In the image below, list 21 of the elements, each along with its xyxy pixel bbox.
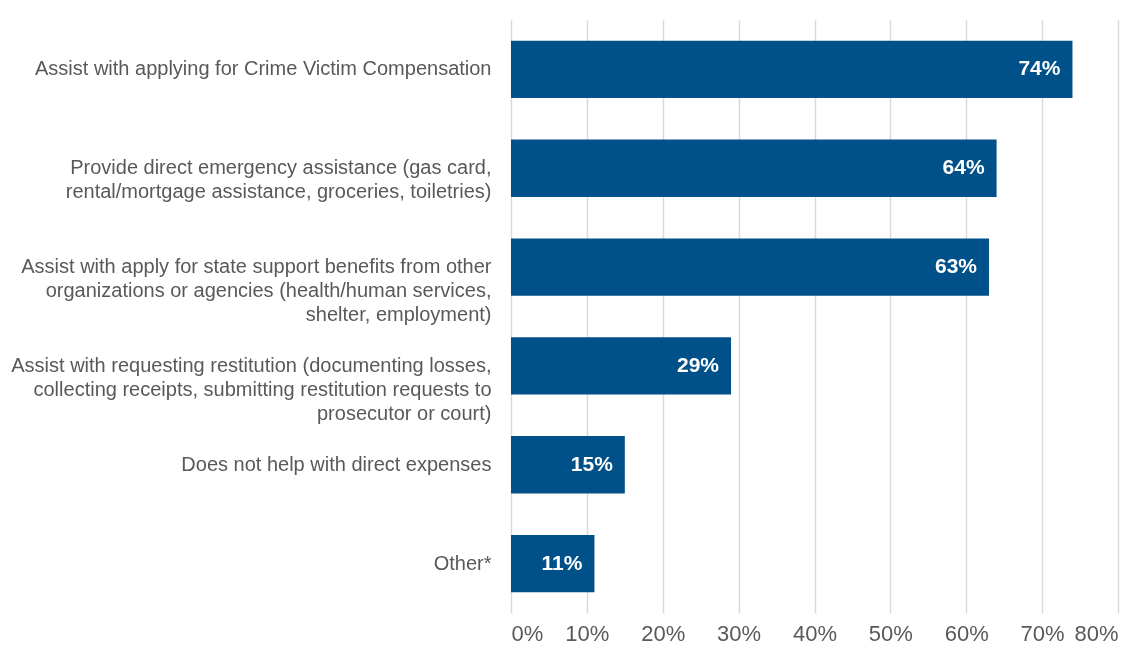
data-label: 74% — [1018, 56, 1061, 80]
data-label: 63% — [934, 254, 978, 278]
y-tick-label: Assist with apply for state support benefits from other organizations or agencies (health/human services, shelter, employment) — [21, 255, 492, 326]
x-tick-label: 0% — [511, 620, 544, 646]
x-tick-label: 60% — [944, 620, 989, 646]
x-tick-label: 10% — [565, 620, 610, 646]
y-tick-label: Assist with requesting restitution (documenting losses, collecting receipts, submitting restitution requests to prosecutor or court) — [11, 353, 492, 424]
data-label: 64% — [942, 155, 985, 179]
x-tick-label: 20% — [641, 620, 686, 646]
y-tick-label: Other* — [433, 551, 492, 574]
y-tick-label: Provide direct emergency assistance (gas card, rental/mortgage assistance, groceries, toiletries) — [65, 156, 492, 203]
y-tick-label: Does not help with direct expenses — [181, 452, 492, 475]
data-label: 15% — [570, 451, 614, 475]
x-tick-label: 50% — [868, 620, 913, 646]
x-tick-label: 40% — [792, 620, 838, 646]
x-tick-label: 80% — [1074, 620, 1119, 646]
data-label: 29% — [677, 352, 720, 376]
data-label: 11% — [541, 550, 583, 574]
x-tick-label: 30% — [717, 620, 762, 646]
y-tick-label: Assist with applying for Crime Victim Compensation — [35, 57, 492, 80]
x-tick-label: 70% — [1020, 620, 1065, 646]
